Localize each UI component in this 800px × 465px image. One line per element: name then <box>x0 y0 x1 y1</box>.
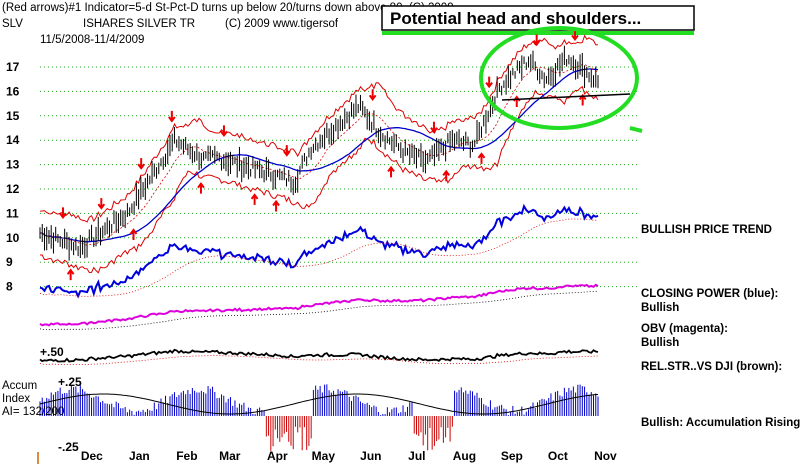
accum-minus25: -.25 <box>58 440 79 454</box>
month-label: Jun <box>360 449 381 463</box>
sell-arrow <box>59 207 67 220</box>
y-tick-label: 13 <box>6 158 20 172</box>
green-dash-mark <box>629 126 643 133</box>
month-label: Sep <box>501 449 523 463</box>
header-line1: (Red arrows)#1 Indicator=5-d St-Pct-D tu… <box>2 2 454 14</box>
accum-plus50: +.50 <box>40 345 64 359</box>
callout-box <box>381 5 695 31</box>
buy-arrow <box>477 152 486 164</box>
buy-arrow <box>387 165 395 178</box>
sell-arrow <box>283 145 291 157</box>
sell-arrow <box>220 125 228 138</box>
bollinger-bands <box>39 34 599 274</box>
index-label: Index <box>2 393 30 405</box>
upper-band <box>39 34 599 223</box>
month-label: Jul <box>408 449 425 463</box>
month-axis-labels: Dec Jan Feb Mar Apr May Jun Jul Aug Sep Oct Nov <box>81 449 617 463</box>
price-bars <box>39 45 599 261</box>
trend-label: BULLISH PRICE TREND <box>641 224 772 236</box>
sell-arrow <box>532 34 541 47</box>
accum-label: Accum <box>2 380 37 392</box>
date-range: 11/5/2008-11/4/2009 <box>40 34 144 46</box>
y-tick-label: 15 <box>6 109 20 123</box>
copyright-text: (C) 2009 www.tigersof <box>225 18 339 30</box>
accum-plus25: +.25 <box>58 375 82 389</box>
sell-arrow <box>430 121 438 134</box>
month-label: Nov <box>594 449 617 463</box>
buy-arrow <box>197 181 205 194</box>
sell-arrow <box>137 158 145 170</box>
month-label: Feb <box>176 449 197 463</box>
sell-arrow <box>368 89 377 101</box>
month-label: Apr <box>267 449 288 463</box>
obv-label: OBV (magenta): <box>641 323 728 335</box>
y-tick-label: 16 <box>6 84 20 98</box>
y-tick-label: 10 <box>6 231 20 245</box>
buy-arrow <box>578 93 587 106</box>
ticker-label: SLV <box>2 18 23 30</box>
closing-power-ma <box>39 218 598 297</box>
month-label: Dec <box>81 449 103 463</box>
security-name: ISHARES SILVER TR <box>83 18 195 30</box>
obv-ma <box>39 290 599 331</box>
closing-power-status: Bullish <box>641 302 679 314</box>
y-tick-label: 9 <box>6 255 13 269</box>
neckline <box>501 93 631 101</box>
month-label: Oct <box>548 449 568 463</box>
month-label: May <box>312 449 336 463</box>
buy-arrow <box>66 268 75 281</box>
closing-power-line <box>39 203 599 299</box>
y-tick-label: 11 <box>6 206 19 220</box>
price-axis-labels: 17 16 15 14 13 12 11 10 9 8 <box>6 60 20 294</box>
price-gridlines <box>40 66 640 288</box>
sell-arrow <box>168 110 176 123</box>
buy-arrow <box>272 199 280 212</box>
signal-arrows <box>59 29 587 281</box>
month-label: Mar <box>219 449 241 463</box>
accum-status: Bullish: Accumulation Rising <box>641 417 800 429</box>
ai-value: AI= 132/200 <box>2 406 64 418</box>
obv-status: Bullish <box>641 337 679 349</box>
buy-arrow <box>442 169 451 182</box>
relstr-label: REL.STR..VS DJI (brown): <box>641 361 782 373</box>
head-shoulders-ellipse <box>479 26 639 130</box>
y-tick-label: 8 <box>6 280 13 294</box>
accum-index-panel <box>39 384 599 451</box>
indicator-lines <box>39 203 599 365</box>
relstr-ma <box>39 355 599 365</box>
sell-arrow <box>485 76 493 89</box>
month-label: Aug <box>453 449 476 463</box>
short-ma <box>40 64 599 246</box>
y-tick-label: 17 <box>6 60 20 74</box>
accum-ma <box>39 393 599 415</box>
month-label: Jan <box>129 449 150 463</box>
closing-power-label: CLOSING POWER (blue): <box>641 288 778 300</box>
callout-text: Potential head and shoulders... <box>390 9 641 28</box>
relstr-line <box>39 348 599 363</box>
sell-arrow <box>97 198 106 210</box>
buy-arrow <box>250 193 259 205</box>
y-tick-label: 14 <box>6 133 20 147</box>
y-tick-label: 12 <box>6 182 20 196</box>
buy-arrow <box>129 228 138 240</box>
lower-band <box>40 85 599 274</box>
obv-line <box>39 283 599 327</box>
